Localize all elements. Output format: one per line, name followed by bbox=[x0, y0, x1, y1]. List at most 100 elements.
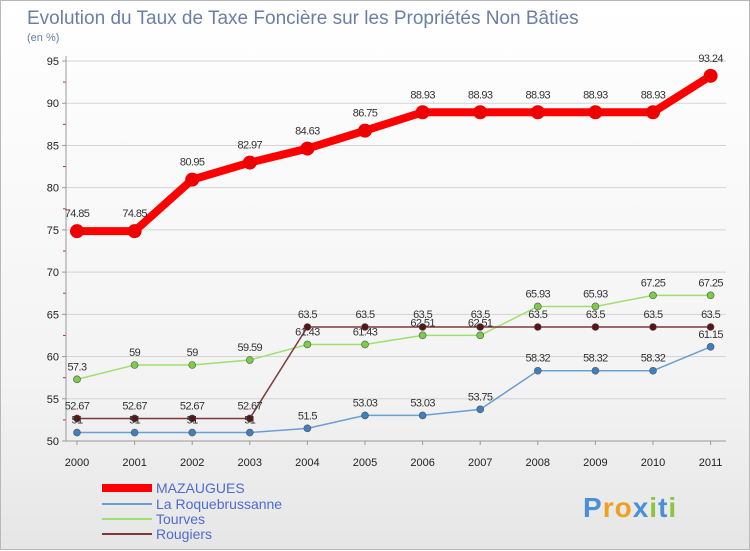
data-label: 62.51 bbox=[468, 317, 493, 329]
data-label: 82.97 bbox=[238, 140, 263, 152]
data-label: 52.67 bbox=[65, 400, 90, 412]
data-label: 51 bbox=[244, 415, 256, 427]
logo-letter: r bbox=[603, 492, 615, 523]
logo-letter: t bbox=[658, 492, 668, 523]
data-point bbox=[188, 414, 196, 423]
data-point bbox=[303, 340, 312, 349]
data-point bbox=[473, 105, 488, 120]
data-label: 63.5 bbox=[701, 309, 720, 321]
data-point bbox=[130, 414, 139, 423]
data-label: 61.43 bbox=[353, 326, 378, 338]
data-label: 88.93 bbox=[526, 89, 551, 101]
data-point bbox=[185, 172, 200, 187]
axes: 50 55 60 65 70 75 80 85 90 95 2000 2001 2002 2003 2004… bbox=[47, 56, 726, 469]
x-tick-label: 2007 bbox=[468, 457, 492, 469]
chart-title: Evolution du Taux de Taxe Foncière sur l… bbox=[27, 8, 579, 29]
data-label: 80.95 bbox=[180, 157, 205, 169]
data-label: 63.5 bbox=[471, 309, 490, 321]
data-point bbox=[361, 323, 369, 331]
data-point bbox=[476, 331, 485, 340]
data-point bbox=[242, 155, 257, 170]
data-label: 53.03 bbox=[353, 397, 378, 409]
data-point bbox=[703, 68, 718, 83]
logo-letter: x bbox=[633, 492, 650, 523]
data-point bbox=[533, 302, 542, 311]
series-line-rougiers bbox=[76, 326, 712, 420]
data-label: 67.25 bbox=[641, 277, 666, 289]
grid-lines bbox=[66, 60, 726, 442]
data-point bbox=[476, 323, 485, 331]
x-tick-label: 2000 bbox=[65, 457, 89, 469]
data-labels: 51 51 51 51 51.5 53.03 53.03 53.75 58.32 58.32 58.… bbox=[65, 53, 724, 427]
data-point bbox=[533, 323, 542, 331]
y-tick-label: 90 bbox=[47, 98, 59, 110]
data-label: 59 bbox=[187, 347, 199, 359]
data-point bbox=[649, 291, 657, 300]
data-label: 67.25 bbox=[698, 277, 723, 289]
data-label: 51 bbox=[71, 415, 83, 427]
data-label: 65.93 bbox=[583, 288, 608, 300]
x-tick-label: 2006 bbox=[410, 457, 434, 469]
data-label: 93.24 bbox=[698, 53, 723, 65]
data-point bbox=[130, 428, 139, 437]
data-label: 88.93 bbox=[583, 89, 608, 101]
data-label: 84.63 bbox=[295, 126, 320, 138]
logo-letter: i bbox=[649, 492, 658, 523]
data-point bbox=[588, 105, 603, 120]
y-tick-label: 80 bbox=[47, 183, 59, 195]
data-label: 58.32 bbox=[583, 353, 608, 365]
data-label: 61.43 bbox=[295, 326, 320, 338]
data-label: 52.67 bbox=[122, 400, 147, 412]
data-point bbox=[591, 323, 600, 331]
data-point bbox=[73, 414, 81, 423]
data-point bbox=[73, 375, 81, 384]
y-tick-label: 50 bbox=[47, 436, 59, 448]
data-label: 59.59 bbox=[238, 342, 263, 354]
legend-label: La Roquebrussanne bbox=[156, 496, 282, 512]
x-tick-label: 2001 bbox=[122, 457, 146, 469]
data-point bbox=[358, 123, 372, 138]
data-label: 63.5 bbox=[413, 309, 432, 321]
y-tick-label: 95 bbox=[47, 56, 59, 68]
data-label: 63.5 bbox=[643, 309, 662, 321]
proxiti-logo: Proxiti bbox=[583, 492, 677, 523]
y-tick-label: 70 bbox=[47, 267, 59, 279]
data-point bbox=[73, 428, 81, 437]
legend-label: MAZAUGUES bbox=[156, 480, 245, 496]
data-point bbox=[415, 105, 430, 120]
data-point bbox=[530, 105, 545, 120]
data-point bbox=[303, 323, 312, 331]
data-point bbox=[533, 366, 542, 375]
y-tick-label: 55 bbox=[47, 394, 59, 406]
series-layer bbox=[70, 68, 718, 437]
data-label: 57.3 bbox=[67, 361, 86, 373]
data-point bbox=[706, 323, 715, 331]
series-line-tourves bbox=[76, 294, 712, 381]
data-label: 88.93 bbox=[410, 89, 435, 101]
data-label: 51 bbox=[187, 415, 199, 427]
data-label: 63.5 bbox=[355, 309, 374, 321]
data-label: 51.5 bbox=[298, 410, 317, 422]
data-label: 63.5 bbox=[298, 309, 317, 321]
x-tick-label: 2002 bbox=[180, 457, 204, 469]
data-point bbox=[418, 411, 427, 420]
data-label: 58.32 bbox=[641, 353, 666, 365]
data-point bbox=[130, 361, 139, 369]
data-point bbox=[591, 302, 600, 311]
data-point bbox=[649, 366, 657, 375]
x-tick-label: 2008 bbox=[526, 457, 550, 469]
data-point bbox=[246, 428, 254, 437]
data-point bbox=[70, 224, 84, 239]
x-tick-label: 2003 bbox=[238, 457, 262, 469]
data-point bbox=[646, 105, 660, 120]
data-point bbox=[361, 411, 369, 420]
y-tick-label: 65 bbox=[47, 309, 59, 321]
data-point bbox=[649, 323, 657, 331]
data-point bbox=[246, 414, 254, 423]
legend-label: Tourves bbox=[156, 511, 205, 527]
logo-letter: i bbox=[668, 492, 677, 523]
legend-label: Rougiers bbox=[156, 526, 212, 542]
data-point bbox=[418, 331, 427, 340]
